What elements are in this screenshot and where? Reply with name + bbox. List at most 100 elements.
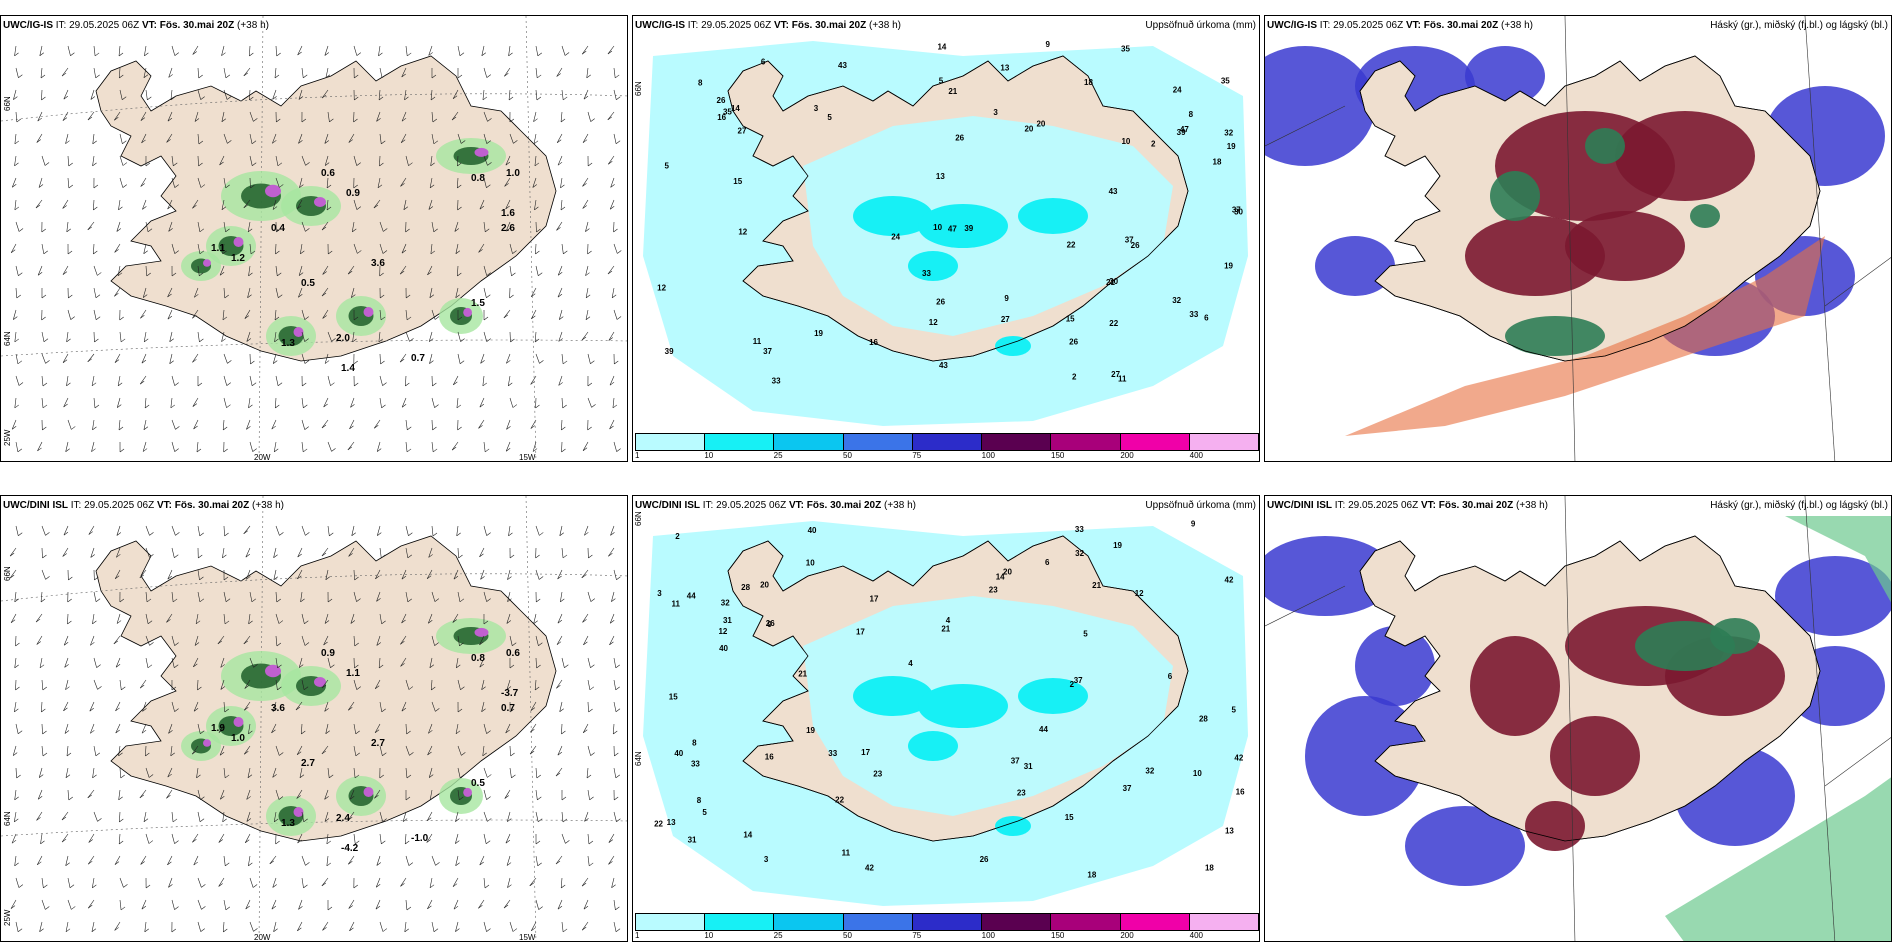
precip-value-label: 2 (1070, 680, 1075, 689)
wind-value-label: 1.5 (471, 298, 485, 309)
colorbar-tick-label: 50 (843, 931, 852, 940)
colorbar-segment (774, 914, 844, 930)
lat-label-66n: 66N (3, 96, 12, 111)
colorbar-segment (843, 914, 913, 930)
precip-value-label: 32 (721, 598, 730, 607)
precip-value-label: 21 (1092, 581, 1101, 590)
precip-value-label: 10 (806, 558, 815, 567)
colorbar-tick-label: 10 (704, 931, 714, 940)
precip-value-label: 47 (1180, 125, 1189, 134)
precip-colorbar-labels: 1 10 25 50 75 100 150 200 400 (635, 931, 1259, 941)
wind-value-label: 3.6 (271, 703, 285, 714)
precip-value-label: 24 (891, 233, 900, 242)
precip-value-label: 8 (698, 78, 703, 87)
precip-value-label: 42 (865, 864, 874, 873)
precip-value-label: 27 (738, 126, 747, 135)
precip-value-label: 33 (691, 760, 700, 769)
precip-value-label: 9 (1004, 294, 1009, 303)
precip-value-label: 6 (1204, 314, 1209, 323)
colorbar-segment (636, 434, 706, 450)
wind-value-label: -3.7 (501, 688, 519, 699)
panel-right-title: Háský (gr.), miðský (fj.bl.) og lágský (… (1710, 500, 1888, 511)
precip-value-label: 4 (946, 616, 951, 625)
wind-value-label: 2.6 (501, 223, 515, 234)
wind-value-label: 1.9 (211, 723, 225, 734)
precip-value-label: 15 (1065, 813, 1074, 822)
colorbar-tick-label: 100 (981, 451, 996, 460)
precip-value-label: 22 (1109, 319, 1118, 328)
precip-value-label: 47 (948, 224, 957, 233)
precip-value-label: 40 (674, 749, 683, 758)
precip-value-label: 24 (1173, 86, 1182, 95)
colorbar-tick-label: 200 (1120, 451, 1134, 460)
wind-value-label: 2.7 (371, 738, 385, 749)
panel-title: UWC/IG-IS IT: 29.05.2025 06Z VT: Fös. 30… (1267, 20, 1533, 31)
wind-value-label: 0.5 (301, 278, 315, 289)
precip-value-label: 21 (798, 670, 807, 679)
wind-value-label: 0.7 (501, 703, 515, 714)
colorbar-segment (843, 434, 913, 450)
precip-colorbar (635, 913, 1259, 931)
precip-value-label: 5 (1083, 629, 1088, 638)
precip-value-label: 13 (667, 818, 676, 827)
precip-value-label: 37 (1074, 676, 1083, 685)
precip-value-label: 40 (808, 526, 817, 535)
colorbar-segment (705, 914, 775, 930)
colorbar-tick-label: 150 (1051, 931, 1065, 940)
precip-value-label: 20 (1036, 119, 1045, 128)
precip-colorbar-labels: 1 10 25 50 75 100 150 200 400 (635, 451, 1259, 461)
precip-value-label: 5 (939, 76, 944, 85)
panel-wind-dini: UWC/DINI ISL IT: 29.05.2025 06Z VT: Fös.… (0, 495, 628, 942)
lat-label-64n: 64N (3, 811, 12, 826)
wind-value-label: 0.6 (506, 648, 520, 659)
precip-colorbar (635, 433, 1259, 451)
precip-value-label: 33 (1075, 525, 1084, 534)
precip-value-label: 9 (1045, 40, 1050, 49)
wind-value-label: 0.7 (411, 353, 425, 364)
precip-value-label: 20 (760, 580, 769, 589)
wind-value-label: 1.1 (211, 243, 225, 254)
precip-value-label: 35 (1221, 77, 1230, 86)
precip-value-label: 28 (1199, 715, 1208, 724)
lat-label-66n: 66N (634, 511, 643, 526)
precip-value-label: 2 (1072, 372, 1077, 381)
precip-value-label: 33 (828, 749, 837, 758)
precip-value-label: 11 (1118, 375, 1127, 384)
precip-value-label: 22 (835, 795, 844, 804)
precip-value-label: 9 (767, 620, 772, 629)
precip-value-label: 44 (687, 591, 696, 600)
wind-value-label: 0.9 (321, 648, 335, 659)
precip-value-label: 33 (1189, 310, 1198, 319)
cloud-map (1265, 16, 1891, 461)
precip-value-label: 17 (856, 627, 865, 636)
precip-map: 5121926354337393327263220301822151086241… (633, 16, 1259, 461)
wind-value-label: -1.0 (411, 833, 429, 844)
colorbar-segment (982, 434, 1052, 450)
precip-value-label: 12 (929, 318, 938, 327)
precip-value-label: 18 (1205, 864, 1214, 873)
panel-title: UWC/DINI ISL IT: 29.05.2025 06Z VT: Fös.… (3, 500, 284, 511)
precip-value-label: 3 (993, 108, 998, 117)
precip-value-label: 27 (1001, 315, 1010, 324)
precip-value-label: 14 (996, 572, 1005, 581)
precip-value-label: 15 (669, 693, 678, 702)
precip-value-label: 19 (814, 329, 823, 338)
precip-value-label: 39 (665, 347, 674, 356)
colorbar-segment (1189, 434, 1258, 450)
precip-value-label: 26 (766, 619, 775, 628)
colorbar-tick-label: 25 (773, 931, 783, 940)
colorbar-tick-label: 400 (1189, 451, 1204, 460)
precip-value-label: 31 (1024, 762, 1033, 771)
precip-value-label: 32 (1145, 766, 1154, 775)
precip-value-label: 11 (753, 337, 762, 346)
precip-value-label: 18 (1087, 871, 1096, 880)
precip-value-label: 30 (1109, 277, 1118, 286)
precip-value-label: 2 (675, 532, 680, 541)
wind-value-label: 1.3 (281, 818, 295, 829)
colorbar-segment (1189, 914, 1258, 930)
precip-value-label: 43 (1109, 187, 1118, 196)
colorbar-segment (1120, 434, 1190, 450)
precip-value-label: 21 (948, 87, 957, 96)
precip-value-label: 16 (765, 753, 774, 762)
lat-label-64n: 64N (634, 751, 643, 766)
